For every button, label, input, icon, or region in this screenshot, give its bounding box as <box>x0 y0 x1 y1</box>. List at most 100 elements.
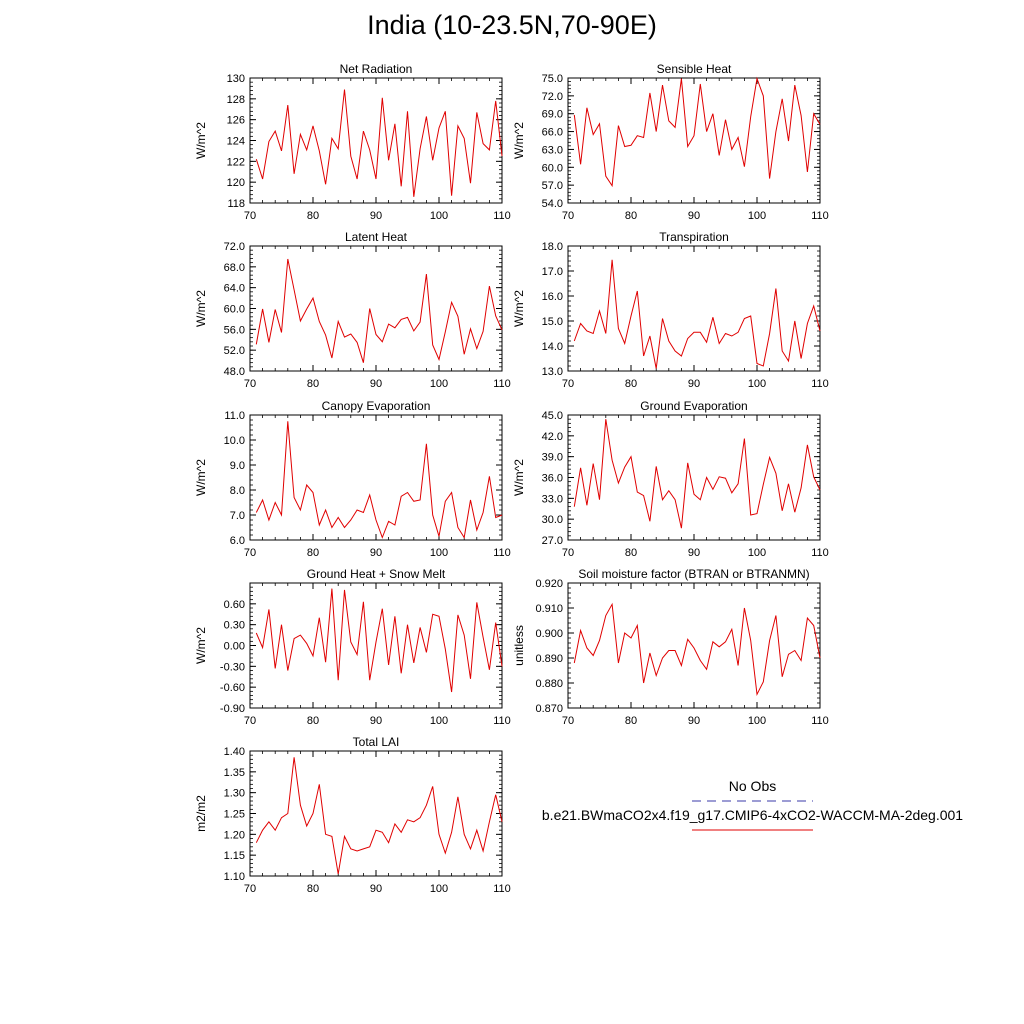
y-tick-label: 0.30 <box>224 620 245 632</box>
y-tick-label: 56.0 <box>224 324 245 336</box>
y-tick-label: 64.0 <box>224 283 245 295</box>
panel-1: 70 80 90 100 110 118 120 122 124 126 128 130 Net Rad… <box>194 62 511 222</box>
panel-title: Canopy Evaporation <box>322 399 431 413</box>
y-tick-label: 1.15 <box>224 850 245 862</box>
y-tick-label: 33.0 <box>542 493 563 505</box>
y-tick-label: 30.0 <box>542 514 563 526</box>
panel-title: Transpiration <box>659 230 729 244</box>
legend-model-label: b.e21.BWmaCO2x4.f19_g17.CMIP6-4xCO2-WACC… <box>541 807 964 823</box>
panel-title: Sensible Heat <box>657 62 732 76</box>
series-line-model <box>573 76 821 188</box>
y-axis-label: m2/m2 <box>194 795 208 832</box>
y-tick-label: -0.90 <box>220 703 245 715</box>
plot-frame <box>567 582 821 709</box>
x-tick-label: 110 <box>811 547 829 559</box>
figure-title: India (10-23.5N,70-90E) <box>367 10 657 40</box>
x-tick-label: 80 <box>307 883 319 895</box>
y-tick-label: 0.910 <box>535 603 563 615</box>
plot-frame <box>249 582 503 709</box>
y-tick-label: 60.0 <box>224 304 245 316</box>
panel-title: Total LAI <box>353 735 400 749</box>
y-tick-label: 1.35 <box>224 767 245 779</box>
y-tick-label: 68.0 <box>224 262 245 274</box>
series-line-model <box>573 259 821 369</box>
y-tick-label: 9.0 <box>230 460 245 472</box>
y-tick-label: 7.0 <box>230 510 245 522</box>
y-tick-label: 52.0 <box>224 345 245 357</box>
plot-frame <box>567 414 821 541</box>
x-tick-label: 70 <box>244 547 256 559</box>
y-tick-label: 120 <box>227 177 245 189</box>
series-line-model <box>255 588 503 693</box>
x-tick-label: 110 <box>493 715 511 727</box>
x-tick-label: 70 <box>244 210 256 222</box>
panel-6: 70 80 90 100 110 27.0 30.0 33.0 36.0 39.0 42.0 45.0… <box>512 399 829 559</box>
x-tick-label: 80 <box>307 715 319 727</box>
y-tick-label: 16.0 <box>542 291 563 303</box>
panel-8: 70 80 90 100 110 0.870 0.880 0.890 0.900 0.910 0.9… <box>512 567 829 727</box>
y-tick-label: 10.0 <box>224 435 245 447</box>
y-tick-label: 48.0 <box>224 366 245 378</box>
y-tick-label: 1.40 <box>224 746 245 758</box>
legend-obs-label: No Obs <box>728 778 777 794</box>
y-tick-label: 0.870 <box>535 703 563 715</box>
x-tick-label: 80 <box>625 547 637 559</box>
y-tick-label: 124 <box>227 136 245 148</box>
x-tick-label: 110 <box>493 378 511 390</box>
y-axis-label: W/m^2 <box>194 627 208 664</box>
y-tick-label: 1.10 <box>224 871 245 883</box>
x-tick-label: 80 <box>625 378 637 390</box>
y-tick-label: 11.0 <box>224 410 245 422</box>
x-tick-label: 100 <box>430 715 448 727</box>
x-tick-label: 80 <box>307 378 319 390</box>
y-tick-label: 17.0 <box>542 266 563 278</box>
y-tick-label: -0.60 <box>220 682 245 694</box>
y-tick-label: 130 <box>227 73 245 85</box>
y-tick-label: 0.60 <box>224 599 245 611</box>
y-tick-label: 60.0 <box>542 162 563 174</box>
x-tick-label: 100 <box>748 210 766 222</box>
y-tick-label: 126 <box>227 115 245 127</box>
x-tick-label: 80 <box>625 715 637 727</box>
panel-title: Ground Heat + Snow Melt <box>307 567 446 581</box>
x-tick-label: 90 <box>688 715 700 727</box>
x-tick-label: 100 <box>748 715 766 727</box>
x-tick-label: 80 <box>625 210 637 222</box>
panel-3: 70 80 90 100 110 48.0 52.0 56.0 60.0 64.0 68.0 72.0… <box>194 230 511 390</box>
y-tick-label: 45.0 <box>542 410 563 422</box>
x-tick-label: 100 <box>430 210 448 222</box>
y-tick-label: 66.0 <box>542 127 563 139</box>
series-line-model <box>255 89 503 197</box>
x-tick-label: 90 <box>370 378 382 390</box>
y-tick-label: 63.0 <box>542 144 563 156</box>
x-tick-label: 80 <box>307 547 319 559</box>
x-tick-label: 90 <box>688 210 700 222</box>
panel-9: 70 80 90 100 110 1.10 1.15 1.20 1.25 1.30 1.35 1.40… <box>194 735 511 895</box>
series-line-model <box>255 258 503 363</box>
panel-title: Ground Evaporation <box>640 399 747 413</box>
y-axis-label: W/m^2 <box>512 122 526 159</box>
panel-title: Soil moisture factor (BTRAN or BTRANMN) <box>578 567 809 581</box>
series-line-model <box>573 602 821 697</box>
y-tick-label: 0.890 <box>535 653 563 665</box>
y-tick-label: -0.30 <box>220 661 245 673</box>
x-tick-label: 90 <box>370 883 382 895</box>
y-tick-label: 36.0 <box>542 473 563 485</box>
panel-2: 70 80 90 100 110 54.0 57.0 60.0 63.0 66.0 69.0 72.0… <box>512 62 829 222</box>
x-tick-label: 70 <box>244 715 256 727</box>
x-tick-label: 70 <box>562 715 574 727</box>
x-tick-label: 80 <box>307 210 319 222</box>
y-tick-label: 15.0 <box>542 316 563 328</box>
y-tick-label: 54.0 <box>542 198 563 210</box>
y-tick-label: 75.0 <box>542 73 563 85</box>
x-tick-label: 90 <box>370 547 382 559</box>
x-tick-label: 110 <box>811 715 829 727</box>
y-tick-label: 1.25 <box>224 809 245 821</box>
y-tick-label: 14.0 <box>542 341 563 353</box>
y-tick-label: 118 <box>227 198 245 210</box>
x-tick-label: 100 <box>748 547 766 559</box>
series-line-model <box>255 757 503 874</box>
y-axis-label: W/m^2 <box>194 122 208 159</box>
y-tick-label: 8.0 <box>230 485 245 497</box>
